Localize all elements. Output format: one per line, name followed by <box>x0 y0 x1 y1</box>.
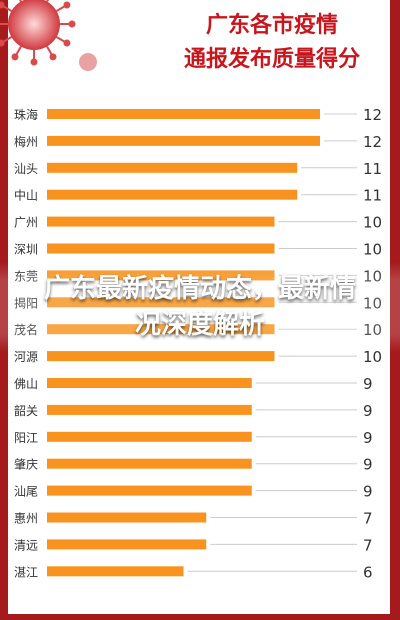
bar <box>47 378 252 388</box>
category-label: 惠州 <box>14 512 38 526</box>
bar-rows: 珠海 12 梅州 12 汕头 11 中山 11 广州 10 深圳 10 东莞 10 揭阳 10 茂名 10 河源 10… <box>14 106 382 581</box>
category-label: 湛江 <box>14 565 38 579</box>
bar-row: 韶关 9 <box>14 402 373 420</box>
article-title: 广东最新疫情动态，最新情况深度解析 <box>43 274 356 340</box>
value-label: 10 <box>363 214 382 232</box>
value-label: 10 <box>363 267 382 285</box>
bar-row: 惠州 7 <box>14 510 373 528</box>
chart-title-line-2: 通报发布质量得分 <box>184 46 360 72</box>
bar <box>47 351 275 362</box>
bar <box>47 297 275 308</box>
bar <box>47 243 275 254</box>
bar-row: 中山 11 <box>14 187 382 205</box>
bar <box>47 566 184 577</box>
category-label: 广州 <box>14 216 38 230</box>
bar <box>47 431 252 442</box>
category-label: 珠海 <box>14 107 38 122</box>
category-label: 肇庆 <box>14 457 38 472</box>
value-label: 12 <box>363 106 382 124</box>
category-label: 阳江 <box>14 431 38 445</box>
category-label: 汕头 <box>14 162 38 176</box>
bar <box>47 485 252 496</box>
bar <box>47 512 207 523</box>
overlay-caption: 广东最新疫情动态，最新情况深度解析 <box>0 262 400 352</box>
category-label: 韶关 <box>14 403 38 418</box>
value-label: 10 <box>363 348 382 366</box>
category-label: 中山 <box>14 188 38 203</box>
category-label: 梅州 <box>14 134 38 149</box>
category-label: 河源 <box>14 350 38 364</box>
bar-row: 珠海 12 <box>14 106 382 124</box>
bar <box>47 162 298 173</box>
category-label: 茂名 <box>14 322 38 337</box>
bar-row: 肇庆 9 <box>14 456 373 474</box>
bar <box>47 189 298 200</box>
category-label: 汕尾 <box>14 485 38 499</box>
value-label: 10 <box>363 294 382 312</box>
bar-row: 汕头 11 <box>14 160 382 178</box>
bar-row: 广州 10 <box>14 214 382 232</box>
chart-title-line-1: 广东各市疫情 <box>206 12 338 38</box>
bar-row: 东莞 10 <box>14 267 382 285</box>
bar <box>47 458 252 469</box>
category-label: 佛山 <box>14 377 38 391</box>
value-label: 11 <box>363 160 382 178</box>
value-label: 7 <box>363 510 373 528</box>
value-label: 12 <box>363 133 382 151</box>
category-label: 深圳 <box>14 243 38 257</box>
bar-row: 阳江 9 <box>14 429 373 447</box>
bar <box>47 135 320 146</box>
value-label: 9 <box>363 483 373 501</box>
bar-row: 清远 7 <box>14 536 373 554</box>
value-label: 10 <box>363 241 382 259</box>
bar-row: 河源 10 <box>14 348 382 366</box>
value-label: 11 <box>363 187 382 205</box>
value-label: 6 <box>363 563 373 581</box>
bar <box>47 109 320 119</box>
bar-row: 深圳 10 <box>14 241 382 259</box>
bar-row: 茂名 10 <box>14 321 382 339</box>
bar <box>47 324 275 335</box>
value-label: 7 <box>363 536 373 554</box>
category-label: 揭阳 <box>14 295 38 310</box>
value-label: 9 <box>363 375 373 393</box>
bar <box>47 270 275 281</box>
bar <box>47 539 207 550</box>
value-label: 10 <box>363 321 382 339</box>
bar-row: 汕尾 9 <box>14 483 373 501</box>
bar-row: 梅州 12 <box>14 133 382 151</box>
category-label: 清远 <box>14 538 38 552</box>
virus-icon <box>0 0 97 71</box>
bar <box>47 404 252 415</box>
bar-row: 佛山 9 <box>14 375 373 393</box>
bar <box>47 216 275 227</box>
category-label: 东莞 <box>14 269 38 283</box>
value-label: 9 <box>363 456 373 474</box>
bar-row: 湛江 6 <box>14 563 373 581</box>
bar-row: 揭阳 10 <box>14 294 382 312</box>
value-label: 9 <box>363 429 373 447</box>
value-label: 9 <box>363 402 373 420</box>
